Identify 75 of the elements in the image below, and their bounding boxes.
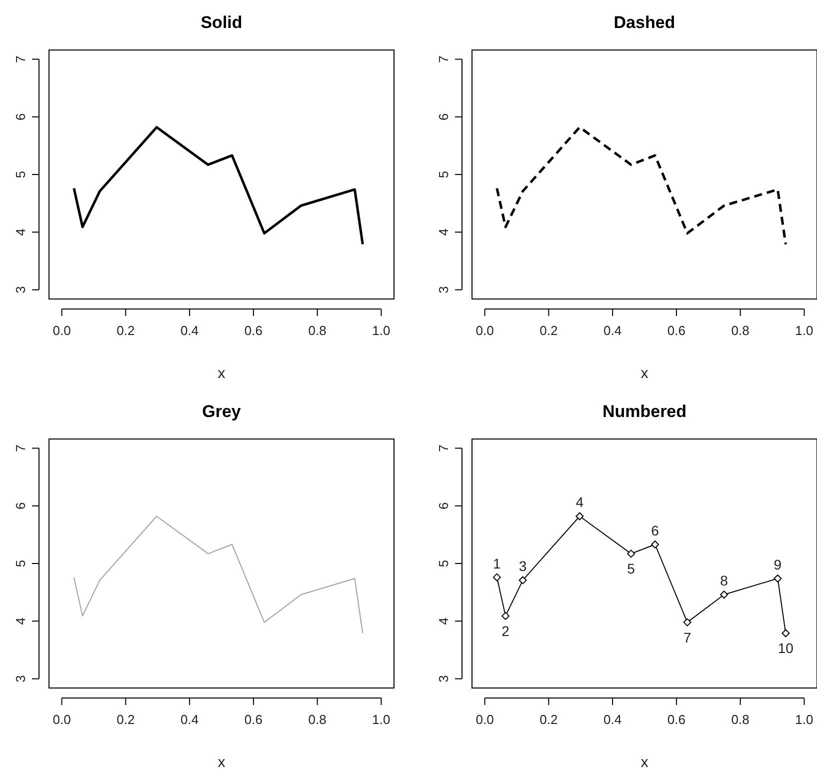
x-axis-title: x — [218, 365, 226, 382]
y-tick-label: 6 — [436, 113, 451, 120]
x-tick-label: 0.0 — [476, 712, 494, 727]
y-tick-label: 4 — [13, 618, 28, 625]
annotation: 4 — [576, 494, 584, 510]
x-tick-label: 0.4 — [604, 323, 622, 338]
y-tick-label: 3 — [436, 286, 451, 294]
point — [774, 574, 782, 582]
point — [518, 576, 527, 584]
chart-title: Grey — [202, 402, 242, 421]
point — [492, 573, 501, 582]
x-tick-label: 0.4 — [604, 712, 622, 727]
line-series — [72, 126, 364, 246]
x-tick-label: 1.0 — [372, 712, 390, 727]
y-tick-label: 3 — [13, 675, 28, 682]
y-tick-label: 5 — [436, 170, 451, 178]
x-tick-label: 0.0 — [52, 712, 71, 727]
y-tick-label: 5 — [13, 560, 28, 568]
x-tick-label: 0.6 — [667, 712, 686, 727]
y-tick-label: 4 — [13, 228, 28, 236]
y-tick-label: 5 — [436, 560, 451, 568]
x-tick-label: 0.4 — [180, 323, 199, 338]
x-tick-label: 0.8 — [308, 323, 326, 338]
point — [502, 612, 510, 620]
x-axis-title: x — [640, 365, 649, 382]
point — [720, 590, 728, 599]
x-tick-label: 0.2 — [116, 712, 135, 727]
annotation: 7 — [683, 629, 692, 646]
x-tick-label: 1.0 — [795, 323, 814, 338]
y-tick-label: 7 — [436, 56, 451, 63]
x-tick-label: 0.2 — [540, 712, 558, 727]
y-tick-label: 7 — [436, 444, 451, 452]
chart-title: Solid — [200, 13, 242, 32]
x-tick-label: 0.0 — [476, 323, 494, 338]
point — [651, 540, 660, 548]
x-axis-title: x — [218, 754, 226, 769]
y-tick-label: 3 — [13, 286, 28, 294]
point — [576, 512, 584, 520]
annotation: 2 — [502, 622, 510, 639]
y-tick-label: 6 — [13, 113, 28, 120]
line-series — [496, 126, 787, 246]
chart-title: Numbered — [602, 402, 687, 421]
y-tick-label: 6 — [436, 502, 451, 510]
annotation: 5 — [627, 560, 636, 577]
x-tick-label: 1.0 — [795, 712, 814, 727]
x-tick-label: 0.8 — [731, 323, 750, 338]
line-series — [73, 516, 364, 634]
annotation: 3 — [518, 558, 527, 574]
x-tick-label: 0.2 — [540, 323, 558, 338]
x-tick-label: 1.0 — [372, 323, 390, 338]
x-tick-label: 0.6 — [667, 323, 686, 338]
y-tick-label: 7 — [13, 56, 28, 63]
x-tick-label: 0.8 — [308, 712, 326, 727]
x-axis-title: x — [640, 754, 649, 769]
point — [627, 550, 636, 558]
y-tick-label: 5 — [13, 170, 28, 178]
x-tick-label: 0.4 — [180, 712, 199, 727]
chart-title: Dashed — [614, 13, 676, 32]
annotation: 10 — [778, 640, 794, 656]
y-tick-label: 6 — [13, 502, 28, 510]
y-tick-label: 4 — [436, 228, 451, 236]
x-tick-label: 0.6 — [244, 712, 262, 727]
y-tick-label: 4 — [436, 618, 451, 625]
point — [683, 618, 692, 626]
x-tick-label: 0.2 — [116, 323, 135, 338]
x-tick-label: 0.0 — [52, 323, 71, 338]
point — [782, 629, 790, 638]
annotation: 6 — [651, 522, 660, 538]
annotation: 8 — [720, 572, 728, 589]
x-tick-label: 0.8 — [731, 712, 750, 727]
x-tick-label: 0.6 — [244, 323, 262, 338]
y-tick-label: 3 — [436, 675, 451, 682]
annotation: 1 — [493, 555, 502, 572]
annotation: 9 — [774, 556, 782, 572]
y-tick-label: 7 — [13, 444, 28, 452]
